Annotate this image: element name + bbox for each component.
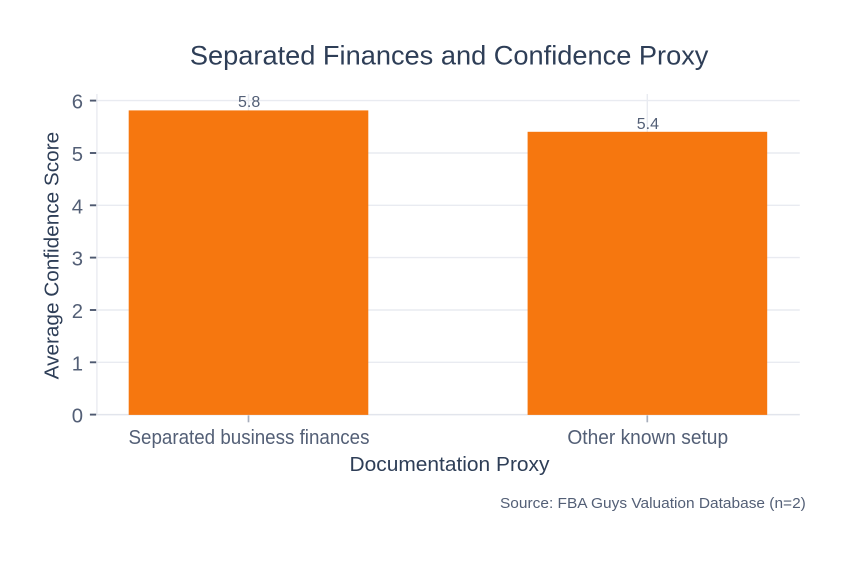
svg-text:5: 5	[72, 144, 83, 166]
svg-text:Average Confidence Score: Average Confidence Score	[42, 132, 64, 380]
svg-text:Documentation Proxy: Documentation Proxy	[350, 454, 551, 476]
svg-text:Other known setup: Other known setup	[567, 427, 728, 449]
svg-text:0: 0	[72, 406, 83, 428]
svg-text:2: 2	[72, 301, 83, 323]
svg-text:5.8: 5.8	[238, 94, 260, 111]
svg-text:Separated Finances and Confide: Separated Finances and Confidence Proxy	[190, 40, 709, 70]
svg-text:3: 3	[72, 249, 83, 271]
svg-text:4: 4	[72, 196, 83, 218]
svg-text:Separated business finances: Separated business finances	[129, 427, 370, 449]
svg-text:1: 1	[72, 353, 83, 375]
svg-text:5.4: 5.4	[637, 116, 659, 133]
svg-text:6: 6	[72, 92, 83, 114]
svg-text:Source: FBA Guys Valuation Dat: Source: FBA Guys Valuation Database (n=2…	[500, 495, 806, 512]
